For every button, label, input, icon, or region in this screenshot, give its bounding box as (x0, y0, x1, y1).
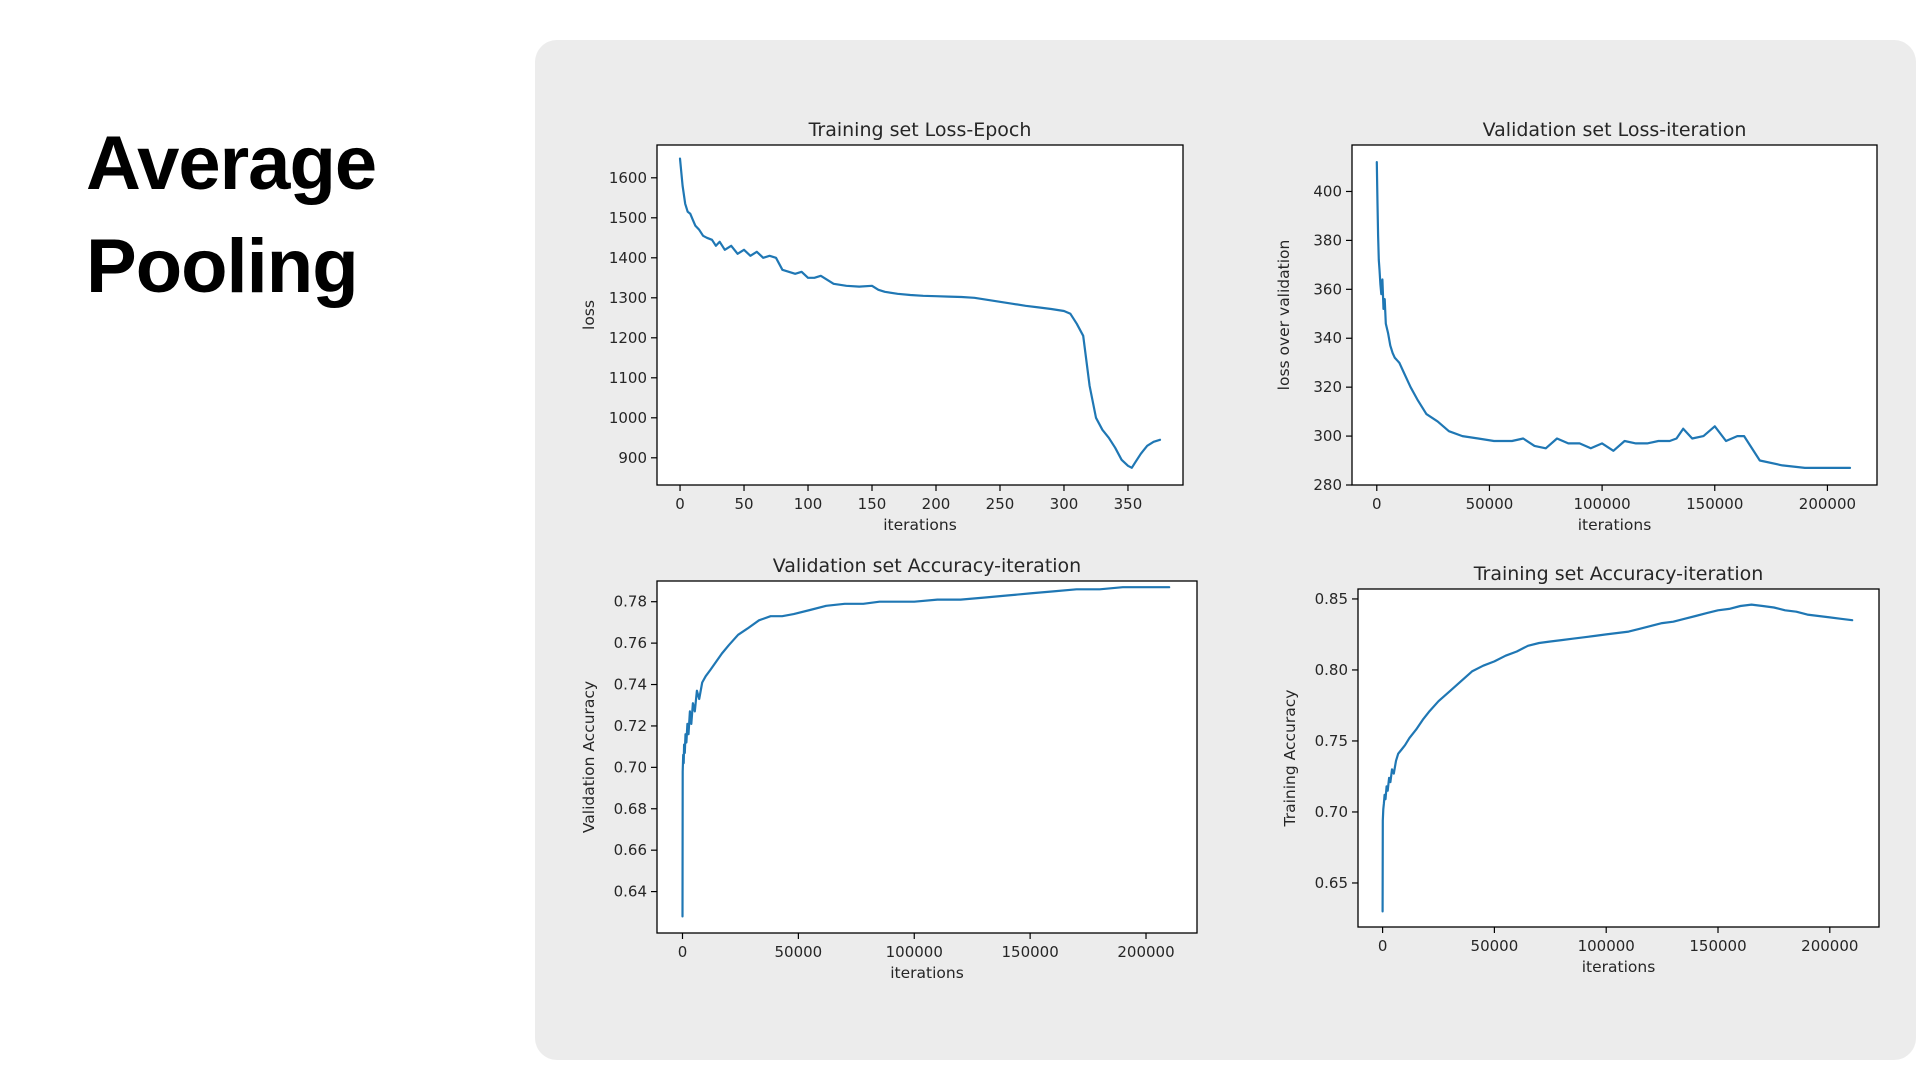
chart-val_loss: 0 50000 100000 150000 200000 280 300 320 340 360 3… (1275, 119, 1878, 534)
x-tick-label: 150000 (1686, 495, 1743, 513)
series-line-val_acc (681, 586, 1171, 918)
y-tick-label: 0.64 (614, 883, 647, 901)
y-axis-label: Validation Accuracy (580, 681, 598, 833)
y-tick-label: 0.76 (614, 634, 647, 652)
series-line-val_loss (1375, 161, 1852, 469)
x-tick-label: 200000 (1801, 937, 1858, 955)
x-tick-label: 50000 (1471, 937, 1519, 955)
plot-frame (1351, 144, 1878, 486)
x-tick-label: 50000 (775, 943, 823, 961)
x-tick-label: 150 (858, 495, 887, 513)
slide-title-line-1: Average (86, 121, 377, 206)
y-tick-label: 0.68 (614, 800, 647, 818)
chart-title: Training set Accuracy-iteration (1473, 563, 1764, 585)
y-tick-label: 1600 (609, 169, 647, 187)
x-tick-label: 150000 (1689, 937, 1746, 955)
slide-title: Average Pooling (86, 112, 377, 318)
y-tick-label: 320 (1313, 378, 1342, 396)
x-axis-label: iterations (883, 516, 957, 534)
series-line-train_acc (1381, 603, 1854, 913)
x-tick-label: 0 (675, 495, 685, 513)
y-tick-label: 0.74 (614, 676, 647, 694)
chart-train_loss: 0 50 100 150 200 250 300 350 900 1000 1100 1200 1300… (580, 119, 1184, 534)
y-tick-label: 1100 (609, 369, 647, 387)
y-tick-label: 0.75 (1315, 732, 1348, 750)
x-tick-label: 250 (986, 495, 1015, 513)
chart-title: Validation set Accuracy-iteration (773, 555, 1081, 577)
plot-area (657, 145, 1183, 485)
y-tick-label: 0.70 (614, 758, 647, 776)
y-tick-label: 1300 (609, 289, 647, 307)
x-tick-label: 100000 (1573, 495, 1630, 513)
y-tick-label: 1400 (609, 249, 647, 267)
y-tick-label: 0.85 (1315, 590, 1348, 608)
y-tick-label: 0.80 (1315, 661, 1348, 679)
y-tick-label: 340 (1313, 329, 1342, 347)
chart-val_acc: 0 50000 100000 150000 200000 0.64 0.66 0.68 0.70… (580, 555, 1198, 982)
y-tick-label: 0.78 (614, 593, 647, 611)
y-axis-label: loss over validation (1275, 240, 1293, 391)
y-tick-label: 400 (1313, 182, 1342, 200)
y-axis-label: Training Accuracy (1281, 690, 1299, 828)
chart-train_acc: 0 50000 100000 150000 200000 0.65 0.70 0.75 0.80… (1281, 563, 1880, 976)
plot-frame (656, 580, 1198, 934)
x-tick-label: 200000 (1117, 943, 1174, 961)
plot-area (657, 581, 1197, 933)
x-tick-label: 300 (1050, 495, 1079, 513)
x-axis-label: iterations (1582, 958, 1656, 976)
y-tick-label: 1000 (609, 409, 647, 427)
y-tick-label: 300 (1313, 427, 1342, 445)
plot-area (1358, 589, 1879, 927)
y-tick-label: 900 (618, 449, 647, 467)
x-axis-label: iterations (890, 964, 964, 982)
x-tick-label: 100000 (886, 943, 943, 961)
plot-area (1352, 145, 1877, 485)
y-tick-label: 0.66 (614, 841, 647, 859)
y-tick-label: 1500 (609, 209, 647, 227)
y-axis-label: loss (580, 300, 598, 330)
series-line-train_loss (678, 157, 1162, 469)
plot-frame (656, 144, 1184, 486)
x-tick-label: 0 (1378, 937, 1388, 955)
x-tick-label: 0 (1372, 495, 1382, 513)
x-tick-label: 150000 (1002, 943, 1059, 961)
x-tick-label: 50000 (1466, 495, 1514, 513)
y-tick-label: 360 (1313, 280, 1342, 298)
x-tick-label: 100 (794, 495, 823, 513)
chart-title: Training set Loss-Epoch (808, 119, 1032, 141)
x-tick-label: 100000 (1578, 937, 1635, 955)
x-axis-label: iterations (1578, 516, 1652, 534)
x-tick-label: 350 (1114, 495, 1143, 513)
x-tick-label: 200 (922, 495, 951, 513)
slide-title-line-2: Pooling (86, 224, 359, 309)
y-tick-label: 280 (1313, 476, 1342, 494)
y-tick-label: 380 (1313, 231, 1342, 249)
plot-frame (1357, 588, 1880, 928)
y-tick-label: 0.65 (1315, 874, 1348, 892)
x-tick-label: 200000 (1799, 495, 1856, 513)
x-tick-label: 50 (734, 495, 753, 513)
y-tick-label: 1200 (609, 329, 647, 347)
x-tick-label: 0 (678, 943, 688, 961)
y-tick-label: 0.72 (614, 717, 647, 735)
chart-title: Validation set Loss-iteration (1483, 119, 1747, 141)
y-tick-label: 0.70 (1315, 803, 1348, 821)
